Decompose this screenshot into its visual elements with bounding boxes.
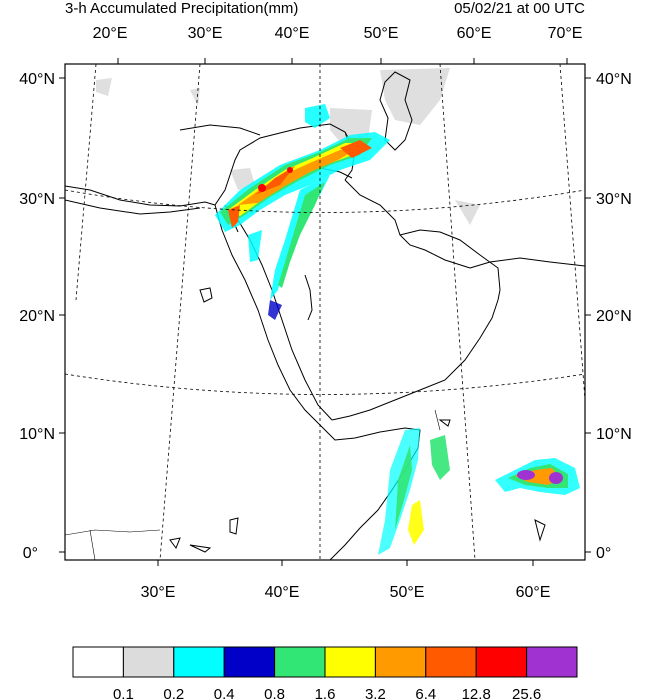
colorbar: 0.1 0.2 0.4 0.8 1.6 3.2 6.4 12.8 25.6 — [72, 646, 578, 700]
left-lat-label: 40°N — [19, 71, 55, 88]
left-lat-label: 30°N — [19, 191, 55, 208]
top-lon-labels: 20°E 30°E 40°E 50°E 60°E 70°E — [93, 25, 583, 42]
colorbar-threshold-label: 0.1 — [113, 686, 134, 700]
top-lon-label: 50°E — [364, 25, 399, 42]
colorbar-threshold-label: 3.2 — [365, 686, 386, 700]
coastlines — [65, 71, 585, 560]
top-lon-label: 70°E — [548, 25, 583, 42]
colorbar-threshold-label: 6.4 — [415, 686, 436, 700]
bottom-lon-labels: 30°E 40°E 50°E 60°E — [141, 584, 551, 601]
right-lat-label: 30°N — [596, 191, 632, 208]
top-lon-label: 20°E — [93, 25, 128, 42]
colorbar-swatch — [425, 646, 477, 678]
colorbar-swatch — [475, 646, 528, 678]
top-lon-label: 30°E — [188, 25, 223, 42]
left-lat-labels: 40°N 30°N 20°N 10°N 0° — [19, 71, 55, 562]
colorbar-threshold-label: 0.4 — [214, 686, 235, 700]
graticule — [65, 64, 585, 560]
left-lat-label: 10°N — [19, 426, 55, 443]
bottom-lon-label: 50°E — [390, 584, 425, 601]
colorbar-swatch — [274, 646, 326, 678]
map-frame — [64, 63, 586, 561]
colorbar-threshold-label: 25.6 — [512, 686, 541, 700]
colorbar-swatch — [374, 646, 427, 678]
borders — [65, 131, 441, 560]
right-lat-label: 40°N — [596, 71, 632, 88]
colorbar-threshold-label: 0.8 — [264, 686, 285, 700]
top-lon-label: 40°E — [275, 25, 310, 42]
colorbar-swatch — [526, 646, 578, 678]
bottom-lon-label: 60°E — [516, 584, 551, 601]
terrain-shading — [96, 68, 480, 225]
left-lat-label: 20°N — [19, 308, 55, 325]
right-lat-label: 10°N — [596, 426, 632, 443]
map-title: 3-h Accumulated Precipitation(mm) — [65, 0, 299, 17]
right-lat-label: 0° — [596, 545, 611, 562]
colorbar-swatch — [72, 646, 124, 678]
colorbar-threshold-label: 12.8 — [462, 686, 491, 700]
bottom-lon-label: 40°E — [265, 584, 300, 601]
top-lon-label: 60°E — [457, 25, 492, 42]
colorbar-swatch — [324, 646, 376, 678]
tick-marks — [59, 58, 591, 566]
colorbar-swatch — [122, 646, 175, 678]
precipitation-field — [215, 104, 580, 555]
right-lat-labels: 40°N 30°N 20°N 10°N 0° — [596, 71, 632, 562]
left-lat-label: 0° — [23, 545, 38, 562]
bottom-lon-label: 30°E — [141, 584, 176, 601]
colorbar-swatch — [173, 646, 225, 678]
colorbar-threshold-label: 0.2 — [163, 686, 184, 700]
valid-time-label: 05/02/21 at 00 UTC — [454, 0, 585, 17]
colorbar-threshold-label: 1.6 — [315, 686, 336, 700]
right-lat-label: 20°N — [596, 308, 632, 325]
colorbar-swatch — [223, 646, 276, 678]
